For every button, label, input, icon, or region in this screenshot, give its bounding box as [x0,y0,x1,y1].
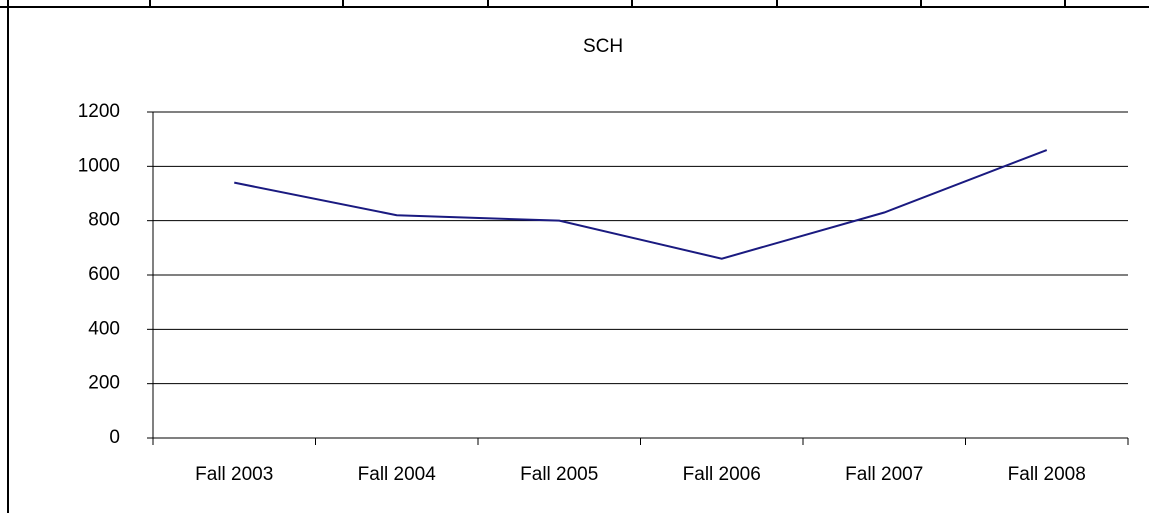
y-tick-label: 0 [109,427,120,448]
y-tick-label: 200 [88,373,120,394]
y-tick-label: 400 [88,318,120,339]
chart-title: SCH [583,36,623,57]
x-tick-label: Fall 2005 [520,464,598,485]
y-tick-label: 1200 [78,101,120,122]
x-tick-label: Fall 2006 [683,464,761,485]
data-line [234,149,1048,260]
y-tick-label: 600 [88,264,120,285]
x-tick-label: Fall 2003 [195,464,273,485]
y-tick-label: 800 [88,210,120,231]
y-tick-label: 1000 [78,155,120,176]
x-tick-label: Fall 2004 [358,464,437,485]
x-tick-label: Fall 2007 [845,464,923,485]
x-tick-label: Fall 2008 [1008,464,1086,485]
